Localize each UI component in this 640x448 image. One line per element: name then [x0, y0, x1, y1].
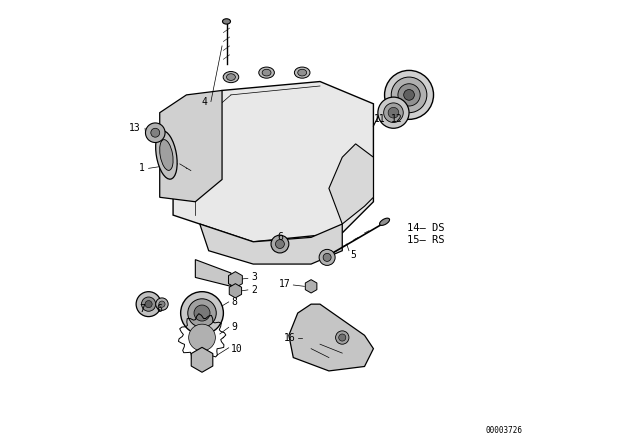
Ellipse shape: [298, 69, 307, 76]
Text: 1: 1: [139, 164, 145, 173]
Text: 10: 10: [231, 344, 243, 353]
Text: 2: 2: [251, 285, 257, 295]
Circle shape: [319, 250, 335, 265]
Text: 6: 6: [157, 304, 163, 314]
Circle shape: [232, 287, 239, 294]
Polygon shape: [229, 284, 241, 298]
Circle shape: [388, 108, 399, 118]
Polygon shape: [191, 347, 213, 372]
Text: 4: 4: [202, 97, 207, 107]
Polygon shape: [160, 90, 222, 202]
Circle shape: [308, 283, 314, 289]
Text: 11: 11: [374, 114, 386, 125]
Ellipse shape: [160, 140, 173, 170]
Text: 5: 5: [351, 250, 356, 260]
Text: 12: 12: [391, 114, 403, 125]
Circle shape: [335, 331, 349, 344]
Circle shape: [145, 301, 152, 308]
Text: 9: 9: [231, 322, 237, 332]
Text: 16: 16: [284, 332, 296, 343]
Text: 00003726: 00003726: [486, 426, 523, 435]
Circle shape: [385, 70, 433, 119]
Circle shape: [159, 301, 165, 307]
Polygon shape: [195, 260, 231, 286]
Circle shape: [188, 299, 216, 327]
Text: 17: 17: [279, 279, 291, 289]
Circle shape: [196, 353, 208, 366]
Circle shape: [189, 324, 216, 351]
Circle shape: [199, 357, 205, 362]
Polygon shape: [228, 271, 243, 288]
Polygon shape: [329, 144, 373, 224]
Polygon shape: [200, 224, 342, 264]
Ellipse shape: [380, 218, 390, 225]
Ellipse shape: [262, 69, 271, 76]
Text: 13: 13: [129, 123, 141, 133]
Circle shape: [145, 123, 165, 142]
Circle shape: [378, 97, 409, 128]
Circle shape: [194, 305, 210, 321]
Ellipse shape: [223, 19, 230, 24]
Text: 7: 7: [139, 304, 145, 314]
Text: 15– RS: 15– RS: [407, 235, 444, 245]
Circle shape: [232, 276, 239, 284]
Text: 3: 3: [251, 272, 257, 282]
Circle shape: [398, 84, 420, 106]
Circle shape: [180, 292, 223, 334]
Circle shape: [136, 292, 161, 317]
Circle shape: [323, 254, 331, 261]
Text: 6: 6: [277, 233, 283, 242]
Polygon shape: [289, 304, 373, 371]
Circle shape: [404, 90, 414, 100]
Text: 14– DS: 14– DS: [407, 224, 444, 233]
Text: 8: 8: [231, 297, 237, 307]
Circle shape: [271, 235, 289, 253]
Ellipse shape: [227, 74, 236, 80]
Circle shape: [383, 103, 403, 122]
Ellipse shape: [223, 72, 239, 82]
Ellipse shape: [259, 67, 275, 78]
Circle shape: [156, 298, 168, 310]
Circle shape: [391, 77, 427, 113]
Circle shape: [151, 128, 160, 137]
Polygon shape: [305, 280, 317, 293]
Circle shape: [339, 334, 346, 341]
Circle shape: [275, 240, 284, 249]
Circle shape: [141, 297, 156, 311]
Ellipse shape: [294, 67, 310, 78]
Polygon shape: [173, 82, 373, 242]
Ellipse shape: [156, 131, 177, 179]
